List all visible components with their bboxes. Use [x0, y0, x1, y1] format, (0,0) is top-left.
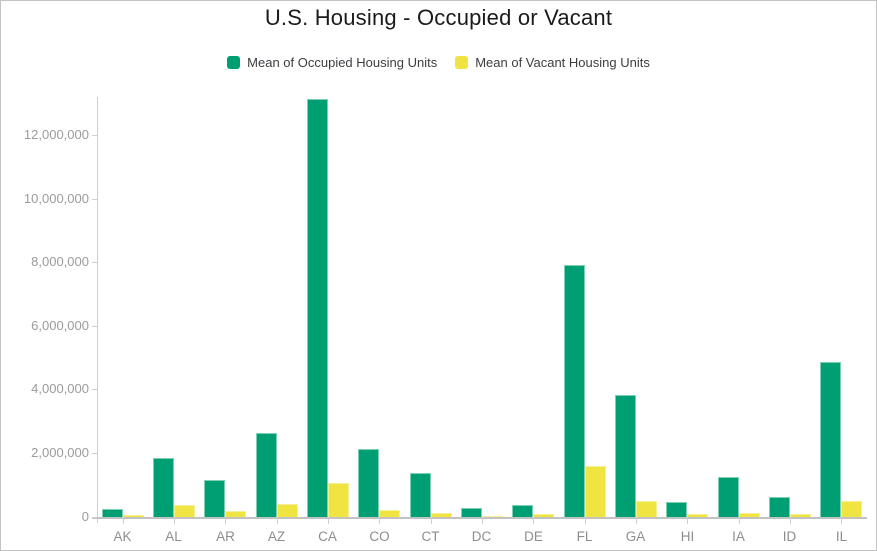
x-tick: [482, 517, 483, 524]
y-tick: [92, 326, 97, 327]
bar-occupied-AK[interactable]: [102, 509, 123, 517]
bar-occupied-CO[interactable]: [358, 449, 379, 517]
bar-vacant-ID[interactable]: [790, 514, 811, 517]
y-tick-label: 0: [81, 509, 89, 524]
chart-title: U.S. Housing - Occupied or Vacant: [264, 5, 613, 30]
bar-occupied-CT[interactable]: [410, 473, 431, 517]
bar-vacant-CA[interactable]: [328, 483, 349, 517]
bar-occupied-DC[interactable]: [461, 508, 482, 517]
bar-occupied-AZ[interactable]: [256, 433, 277, 517]
bar-vacant-IL[interactable]: [841, 501, 862, 517]
x-axis-line: [92, 517, 867, 519]
bar-occupied-HI[interactable]: [666, 502, 687, 517]
y-tick: [92, 389, 97, 390]
bar-vacant-CT[interactable]: [431, 513, 452, 517]
y-tick-label: 10,000,000: [23, 191, 89, 206]
x-axis-label: CO: [369, 529, 390, 544]
x-axis-label: ID: [782, 529, 797, 544]
y-tick-label: 6,000,000: [31, 318, 89, 333]
y-axis-line: [97, 97, 98, 523]
legend-item-vacant[interactable]: Mean of Vacant Housing Units: [455, 55, 650, 70]
bar-occupied-GA[interactable]: [615, 395, 636, 517]
bar-vacant-AL[interactable]: [174, 505, 195, 517]
x-tick: [841, 517, 842, 524]
y-tick-label: 2,000,000: [31, 445, 89, 460]
bar-vacant-FL[interactable]: [585, 466, 606, 517]
x-axis-label: AZ: [267, 529, 286, 544]
x-axis-label: CA: [318, 529, 337, 544]
x-axis-label: IL: [835, 529, 848, 544]
y-tick-label: 12,000,000: [23, 127, 89, 142]
y-tick: [92, 262, 97, 263]
vacant-swatch-icon: [455, 56, 469, 69]
bar-vacant-DC[interactable]: [482, 516, 503, 517]
bar-occupied-ID[interactable]: [769, 497, 790, 517]
y-tick-label: 4,000,000: [31, 381, 89, 396]
x-tick: [790, 517, 791, 524]
legend-label-occupied: Mean of Occupied Housing Units: [247, 55, 438, 70]
x-tick: [328, 517, 329, 524]
x-tick: [174, 517, 175, 524]
bar-occupied-CA[interactable]: [307, 99, 328, 517]
x-tick: [533, 517, 534, 524]
x-tick: [277, 517, 278, 524]
y-tick: [92, 199, 97, 200]
x-axis-label: DC: [471, 529, 492, 544]
y-tick-label: 8,000,000: [31, 254, 89, 269]
x-tick: [379, 517, 380, 524]
bar-vacant-AZ[interactable]: [277, 504, 298, 517]
bar-occupied-AR[interactable]: [204, 480, 225, 517]
x-tick: [123, 517, 124, 524]
bar-vacant-GA[interactable]: [636, 501, 657, 517]
y-tick: [92, 453, 97, 454]
bar-occupied-IA[interactable]: [718, 477, 739, 517]
occupied-swatch-icon: [227, 56, 241, 69]
x-axis-label: DE: [524, 529, 543, 544]
x-axis-label: CT: [421, 529, 440, 544]
bar-vacant-HI[interactable]: [687, 514, 708, 517]
bar-occupied-IL[interactable]: [820, 362, 841, 517]
x-tick: [585, 517, 586, 524]
x-tick: [687, 517, 688, 524]
bar-vacant-AK[interactable]: [123, 515, 144, 517]
bar-vacant-IA[interactable]: [739, 513, 760, 517]
bar-vacant-DE[interactable]: [533, 514, 554, 517]
x-tick: [739, 517, 740, 524]
bar-vacant-CO[interactable]: [379, 510, 400, 517]
legend-label-vacant: Mean of Vacant Housing Units: [475, 55, 650, 70]
y-tick: [92, 517, 97, 518]
x-axis-label: IA: [732, 529, 745, 544]
x-axis-label: HI: [680, 529, 695, 544]
bar-occupied-FL[interactable]: [564, 265, 585, 517]
legend-item-occupied[interactable]: Mean of Occupied Housing Units: [227, 55, 437, 70]
bar-vacant-AR[interactable]: [225, 511, 246, 517]
x-axis-label: GA: [625, 529, 646, 544]
bar-occupied-AL[interactable]: [153, 458, 174, 517]
chart-legend: Mean of Occupied Housing Units Mean of V…: [1, 55, 876, 70]
x-tick: [431, 517, 432, 524]
x-axis-label: FL: [576, 529, 593, 544]
x-axis-label: AK: [113, 529, 132, 544]
x-axis-label: AR: [216, 529, 235, 544]
x-tick: [225, 517, 226, 524]
x-axis-label: AL: [165, 529, 182, 544]
y-tick: [92, 135, 97, 136]
bar-occupied-DE[interactable]: [512, 505, 533, 517]
x-tick: [636, 517, 637, 524]
